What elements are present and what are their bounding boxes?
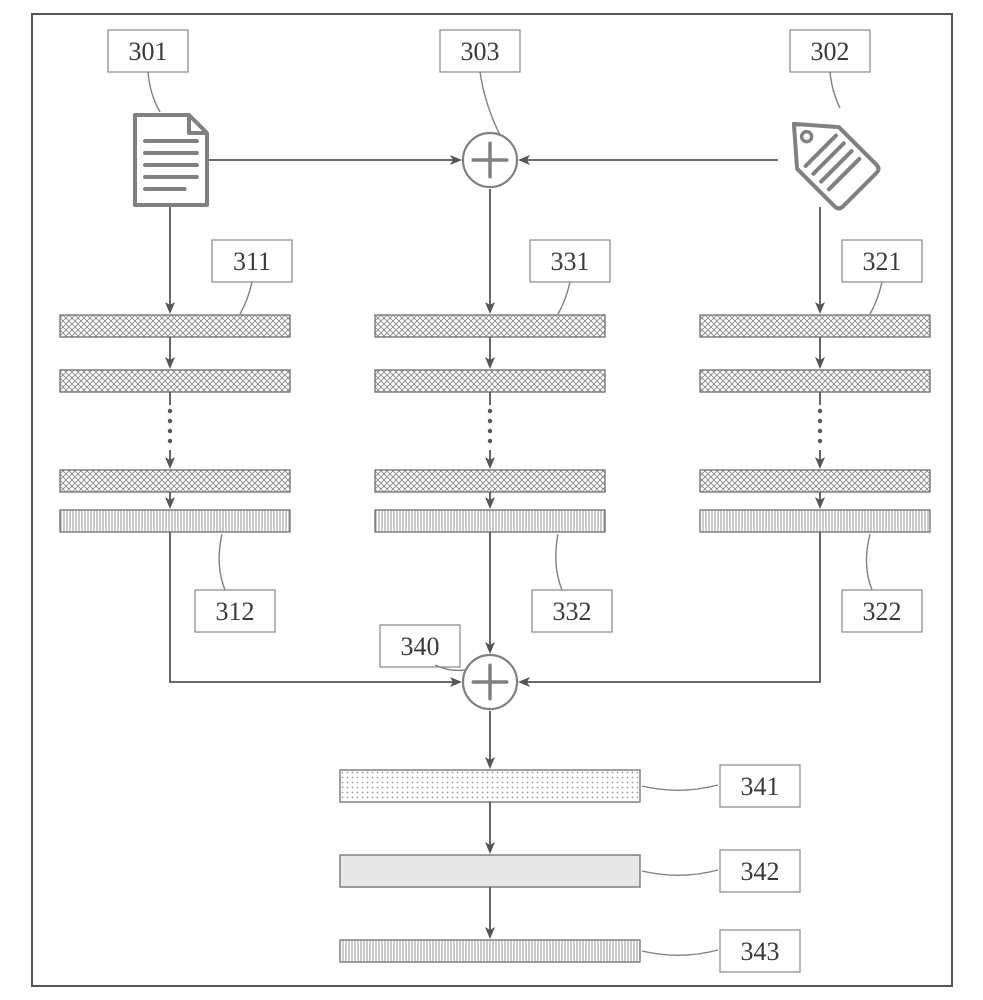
leader-n303 bbox=[480, 72, 500, 135]
right-col-ellipsis-dot bbox=[818, 419, 822, 423]
right-col-ellipsis-dot bbox=[818, 409, 822, 413]
leader-n311 bbox=[240, 282, 252, 314]
mid-col-ellipsis-dot bbox=[488, 419, 492, 423]
mid-col-output bbox=[375, 510, 605, 532]
sum-node-bottom bbox=[463, 655, 517, 709]
sum-node-top bbox=[463, 133, 517, 187]
label-n303: 303 bbox=[461, 37, 500, 66]
right-col-output bbox=[700, 510, 930, 532]
mid-col-layer-n bbox=[375, 470, 605, 492]
leader-n302 bbox=[830, 72, 840, 108]
left-col-ellipsis-dot bbox=[168, 409, 172, 413]
tag-icon bbox=[773, 103, 880, 210]
leader-n343 bbox=[642, 950, 718, 955]
left-col-layer-1 bbox=[60, 315, 290, 337]
label-n321: 321 bbox=[863, 247, 902, 276]
document-icon bbox=[135, 115, 207, 205]
label-n311: 311 bbox=[233, 247, 271, 276]
label-n343: 343 bbox=[741, 937, 780, 966]
left-col-ellipsis-dot bbox=[168, 439, 172, 443]
left-col-layer-n bbox=[60, 470, 290, 492]
left-col-layer-2 bbox=[60, 370, 290, 392]
leader-n341 bbox=[642, 785, 718, 790]
right-col-layer-n bbox=[700, 470, 930, 492]
label-n340: 340 bbox=[401, 632, 440, 661]
left-col-ellipsis-dot bbox=[168, 419, 172, 423]
leader-n332 bbox=[556, 534, 562, 590]
right-col-ellipsis-dot bbox=[818, 429, 822, 433]
mid-col-layer-2 bbox=[375, 370, 605, 392]
leader-n301 bbox=[148, 72, 160, 112]
label-n322: 322 bbox=[863, 597, 902, 626]
diagram-root: 301 303 302 311 331 321 312 332 322 340 341 342 343 bbox=[0, 0, 983, 1000]
leader-n312 bbox=[219, 534, 225, 590]
mid-col-ellipsis-dot bbox=[488, 409, 492, 413]
label-n312: 312 bbox=[216, 597, 255, 626]
leader-n342 bbox=[642, 870, 718, 875]
label-n341: 341 bbox=[741, 772, 780, 801]
label-n332: 332 bbox=[553, 597, 592, 626]
label-n301: 301 bbox=[129, 37, 168, 66]
right-col-layer-2 bbox=[700, 370, 930, 392]
mid-col-layer-1 bbox=[375, 315, 605, 337]
block-341 bbox=[340, 770, 640, 802]
mid-col-ellipsis-dot bbox=[488, 429, 492, 433]
right-col-layer-1 bbox=[700, 315, 930, 337]
block-342 bbox=[340, 855, 640, 887]
mid-col-ellipsis-dot bbox=[488, 439, 492, 443]
leader-n331 bbox=[558, 282, 570, 314]
right-col-ellipsis-dot bbox=[818, 439, 822, 443]
label-n342: 342 bbox=[741, 857, 780, 886]
label-n331: 331 bbox=[551, 247, 590, 276]
left-col-output bbox=[60, 510, 290, 532]
leader-n322 bbox=[866, 534, 872, 590]
block-343 bbox=[340, 940, 640, 962]
left-col-ellipsis-dot bbox=[168, 429, 172, 433]
label-n302: 302 bbox=[811, 37, 850, 66]
leader-n321 bbox=[870, 282, 882, 314]
